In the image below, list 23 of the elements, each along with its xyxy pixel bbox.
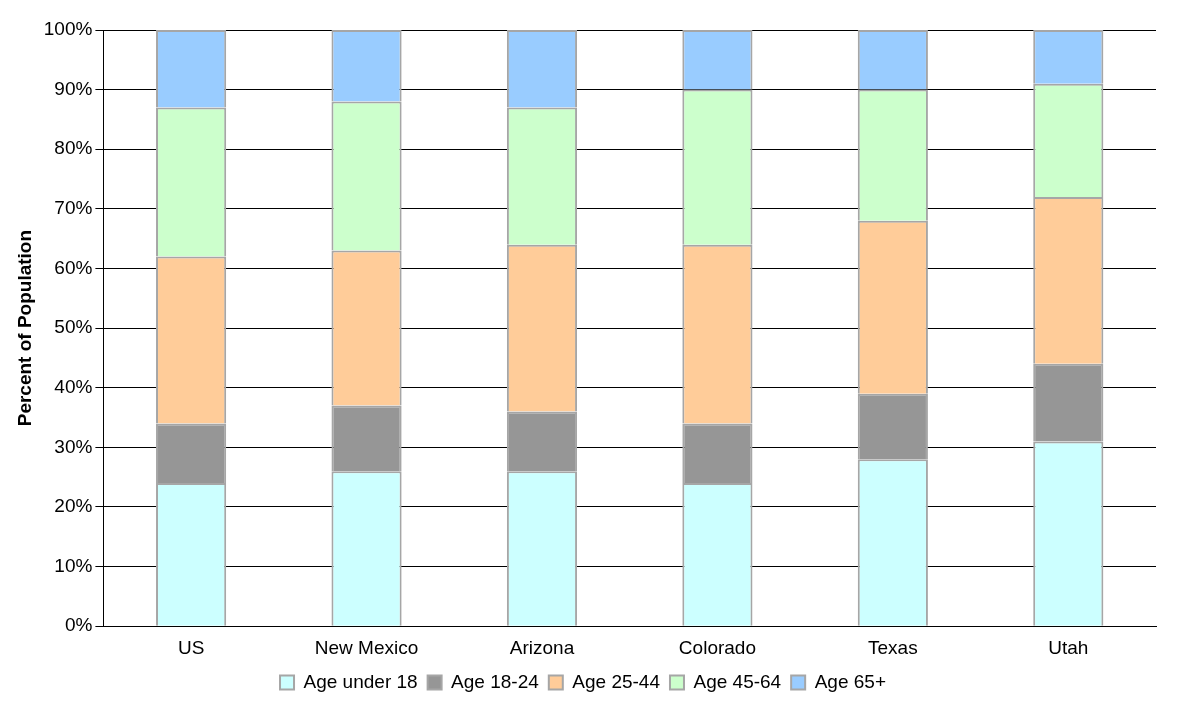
x-tick-label: Texas [868,636,918,658]
y-tick-label: 50% [54,316,93,338]
y-tick-label: 80% [54,137,93,159]
y-tick-label: 90% [54,77,93,99]
y-tick-label: 30% [54,435,93,457]
y-tick-label: 20% [54,495,93,517]
y-tick-label: 60% [54,256,93,278]
legend-label: Age 25-44 [572,670,661,692]
y-tick-label: 40% [54,375,93,397]
x-tick-label: Colorado [678,636,756,658]
y-tick-label: 0% [64,614,93,636]
legend-label: Age under 18 [303,670,418,692]
y-tick-label: 100% [43,18,93,40]
x-tick-label: Utah [1048,636,1089,658]
x-tick-label: Arizona [509,636,575,658]
y-tick-label: 10% [54,554,93,576]
x-tick-label: New Mexico [314,636,419,658]
legend-label: Age 65+ [814,670,886,692]
x-tick-label: US [177,636,205,658]
legend-label: Age 18-24 [451,670,540,692]
legend-label: Age 45-64 [693,670,782,692]
y-tick-label: 70% [54,197,93,219]
y-axis-title: Percent of Population [13,229,35,427]
